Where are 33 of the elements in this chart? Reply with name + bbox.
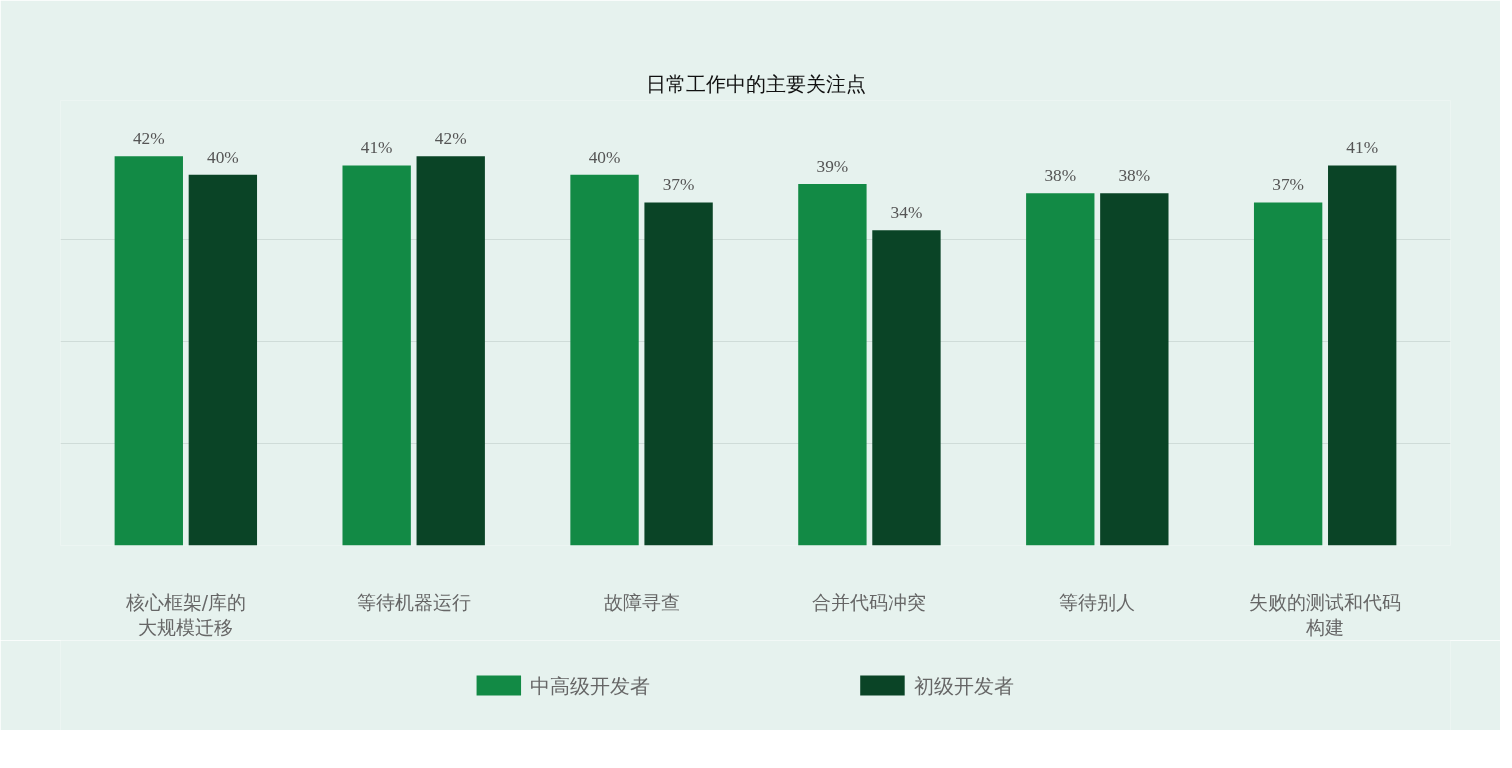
bar — [570, 174, 639, 546]
x-tick-label: 等待别人 — [1059, 591, 1136, 613]
bar — [1328, 165, 1397, 546]
bar — [114, 156, 183, 546]
bar — [644, 202, 713, 546]
x-tick-label: 合并代码冲突 — [812, 591, 927, 613]
data-label: 42% — [434, 129, 467, 149]
bar — [1253, 202, 1323, 546]
data-label: 40% — [206, 147, 239, 167]
data-label: 38% — [1044, 166, 1077, 186]
x-tick-label: 故障寻查 — [603, 591, 680, 613]
bar — [416, 156, 485, 546]
legend-label: 中高级开发者 — [530, 673, 651, 698]
data-label: 42% — [132, 129, 165, 149]
x-tick-label: 核心框架/库的大规模迁移 — [124, 591, 246, 638]
data-label: 37% — [1272, 175, 1305, 195]
data-label: 41% — [360, 138, 393, 158]
x-tick-label: 等待机器运行 — [356, 591, 471, 613]
bar — [872, 230, 941, 546]
data-label: 38% — [1118, 166, 1151, 186]
x-tick-label: 失败的测试和代码构建 — [1249, 591, 1402, 638]
bar — [798, 183, 867, 546]
legend-label: 初级开发者 — [913, 673, 1014, 698]
bar — [342, 165, 411, 546]
bar — [188, 174, 258, 546]
data-label: 37% — [662, 175, 695, 195]
bar — [1100, 193, 1169, 546]
data-label: 41% — [1346, 138, 1379, 158]
data-label: 39% — [816, 156, 849, 176]
data-label: 34% — [890, 203, 923, 223]
chart-title: 日常工作中的主要关注点 — [645, 71, 866, 96]
bar — [1026, 193, 1095, 546]
data-label: 40% — [588, 147, 621, 167]
